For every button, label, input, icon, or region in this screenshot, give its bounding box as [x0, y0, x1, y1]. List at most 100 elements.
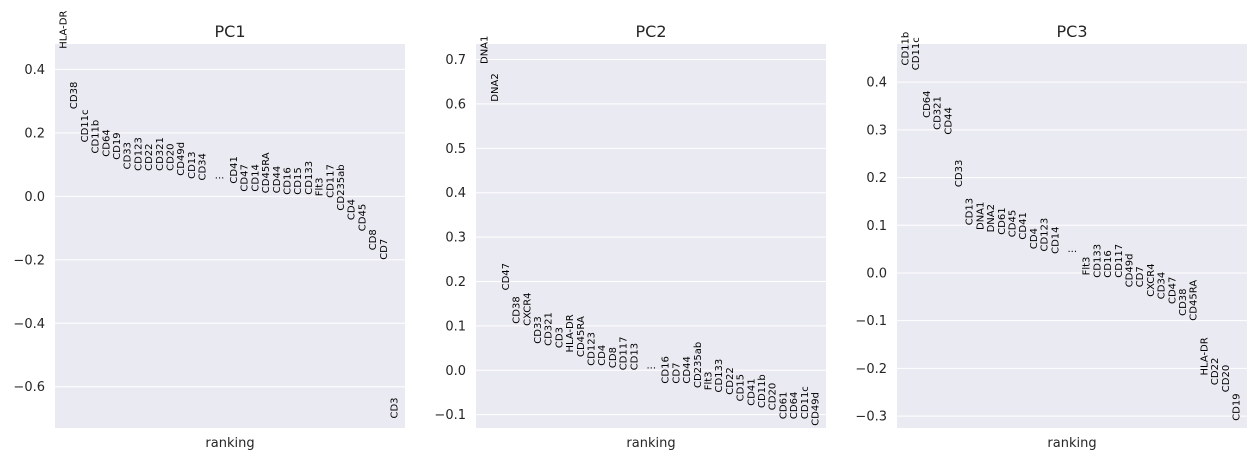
gene-point-label: CD45RA [1189, 280, 1200, 321]
gene-point-label: CD13 [965, 198, 976, 225]
gene-point-label: CD3 [554, 327, 565, 348]
gene-point-label: CD8 [368, 229, 379, 250]
ellipsis-marker: ... [215, 170, 225, 181]
gene-point-label: CD44 [943, 107, 954, 134]
y-tick-label: 0.0 [24, 190, 45, 205]
gene-point-label: CD16 [283, 167, 294, 194]
gene-point-label: Flt3 [315, 177, 326, 196]
gene-point-label: CD20 [1221, 365, 1232, 392]
gene-point-label: HLA-DR [1199, 337, 1210, 375]
gene-point-label: CD61 [778, 392, 789, 419]
gene-point-label: CD38 [1178, 288, 1189, 315]
gene-point-label: CD38 [512, 296, 523, 323]
y-tick-label: −0.4 [13, 317, 45, 332]
gene-point-label: CD321 [933, 96, 944, 130]
gene-point-label: CD14 [250, 164, 261, 191]
plot-area [897, 44, 1247, 428]
y-tick-label: 0.4 [24, 63, 45, 78]
gene-point-label: CD117 [1114, 244, 1125, 278]
panel-title: PC1 [215, 22, 246, 41]
gene-point-label: CD64 [922, 90, 933, 117]
gene-point-label: CD117 [325, 164, 336, 198]
gene-point-label: CD22 [725, 367, 736, 394]
gene-point-label: CD133 [1092, 244, 1103, 278]
panel-title: PC3 [1057, 22, 1088, 41]
gene-point-label: CD64 [789, 392, 800, 419]
y-tick-label: 0.1 [866, 219, 887, 234]
y-tick-label: 0.7 [445, 53, 466, 68]
gene-point-label: CD13 [187, 151, 198, 178]
gene-point-label: DNA1 [975, 202, 986, 230]
gene-point-label: CD123 [133, 137, 144, 171]
y-tick-label: 0.3 [445, 231, 466, 246]
y-tick-label: 0.2 [866, 171, 887, 186]
gene-point-label: CXCR4 [1146, 263, 1157, 296]
y-tick-label: 0.2 [445, 275, 466, 290]
gene-point-label: CD11c [911, 37, 922, 70]
gene-point-label: CXCR4 [522, 292, 533, 325]
gene-point-label: DNA1 [480, 36, 491, 64]
gene-point-label: CD133 [714, 359, 725, 393]
x-axis-label: ranking [1047, 436, 1096, 451]
ellipsis-marker: ... [1068, 244, 1078, 255]
y-tick-label: 0.3 [866, 123, 887, 138]
gene-point-label: CD38 [69, 82, 80, 109]
gene-point-label: CD49d [1125, 254, 1136, 288]
gene-point-label: CD45RA [576, 316, 587, 357]
gene-point-label: CD41 [1018, 212, 1029, 239]
y-tick-label: −0.2 [13, 253, 45, 268]
plot-area [55, 44, 405, 428]
gene-point-label: CD33 [954, 160, 965, 187]
y-tick-label: 0.1 [445, 319, 466, 334]
gene-point-label: Flt3 [1082, 257, 1093, 276]
gene-point-label: CD61 [997, 207, 1008, 234]
plot-area [476, 44, 826, 428]
gene-point-label: CD321 [155, 137, 166, 171]
y-tick-label: −0.1 [855, 314, 887, 329]
y-tick-label: −0.2 [855, 362, 887, 377]
gene-point-label: CD47 [1167, 277, 1178, 304]
gene-point-label: CD16 [661, 356, 672, 383]
gene-point-label: CD123 [1040, 218, 1051, 252]
gene-point-label: CD7 [671, 363, 682, 384]
gene-point-label: CD33 [123, 142, 134, 169]
x-axis-label: ranking [626, 436, 675, 451]
gene-point-label: CD16 [1103, 250, 1114, 277]
gene-point-label: CD41 [746, 378, 757, 405]
gene-point-label: CD4 [597, 345, 608, 366]
gene-point-label: CD14 [1050, 226, 1061, 253]
gene-point-label: CD7 [1135, 266, 1146, 287]
gene-point-label: CD235ab [693, 342, 704, 388]
y-tick-label: 0.5 [445, 142, 466, 157]
gene-point-label: CD41 [229, 156, 240, 183]
y-tick-label: −0.1 [434, 408, 466, 423]
panel-pc3: −0.3 −0.2 −0.1 0.0 0.1 0.2 0.3 0.4 PC3 ranking CD1… [855, 22, 1247, 451]
gene-point-label: CD20 [166, 143, 177, 170]
gene-point-label: CD8 [608, 347, 619, 368]
gene-point-label: CD45RA [261, 152, 272, 193]
gene-point-label: CD20 [768, 383, 779, 410]
y-tick-label: 0.0 [445, 364, 466, 379]
gene-point-label: CD4 [1029, 228, 1040, 249]
gene-point-label: CD34 [198, 153, 209, 180]
gene-point-label: CD4 [347, 199, 358, 220]
ellipsis-marker: ... [647, 360, 657, 371]
gene-point-label: CD11b [91, 120, 102, 154]
gene-point-label: CD64 [101, 129, 112, 156]
gene-point-label: CD11b [757, 374, 768, 408]
panel-pc1: −0.6 −0.4 −0.2 0.0 0.2 0.4 PC1 ranking HLA-DR CD3… [13, 11, 405, 451]
gene-point-label: Flt3 [704, 371, 715, 390]
gene-point-label: DNA2 [490, 73, 501, 101]
gene-point-label: CD7 [379, 239, 390, 260]
panel-pc2: −0.1 0.0 0.1 0.2 0.3 0.4 0.5 0.6 0.7 PC2 ranking DN… [434, 22, 826, 451]
gene-point-label: CD133 [304, 161, 315, 195]
gene-point-label: CD123 [587, 332, 598, 366]
gene-point-label: CD49d [176, 142, 187, 176]
gene-point-label: CD11c [800, 386, 811, 419]
gene-point-label: CD11c [80, 109, 91, 142]
gene-point-label: CD11b [901, 32, 912, 66]
gene-point-label: CD13 [629, 343, 640, 370]
gene-point-label: CD34 [1157, 272, 1168, 299]
y-tick-label: 0.0 [866, 266, 887, 281]
